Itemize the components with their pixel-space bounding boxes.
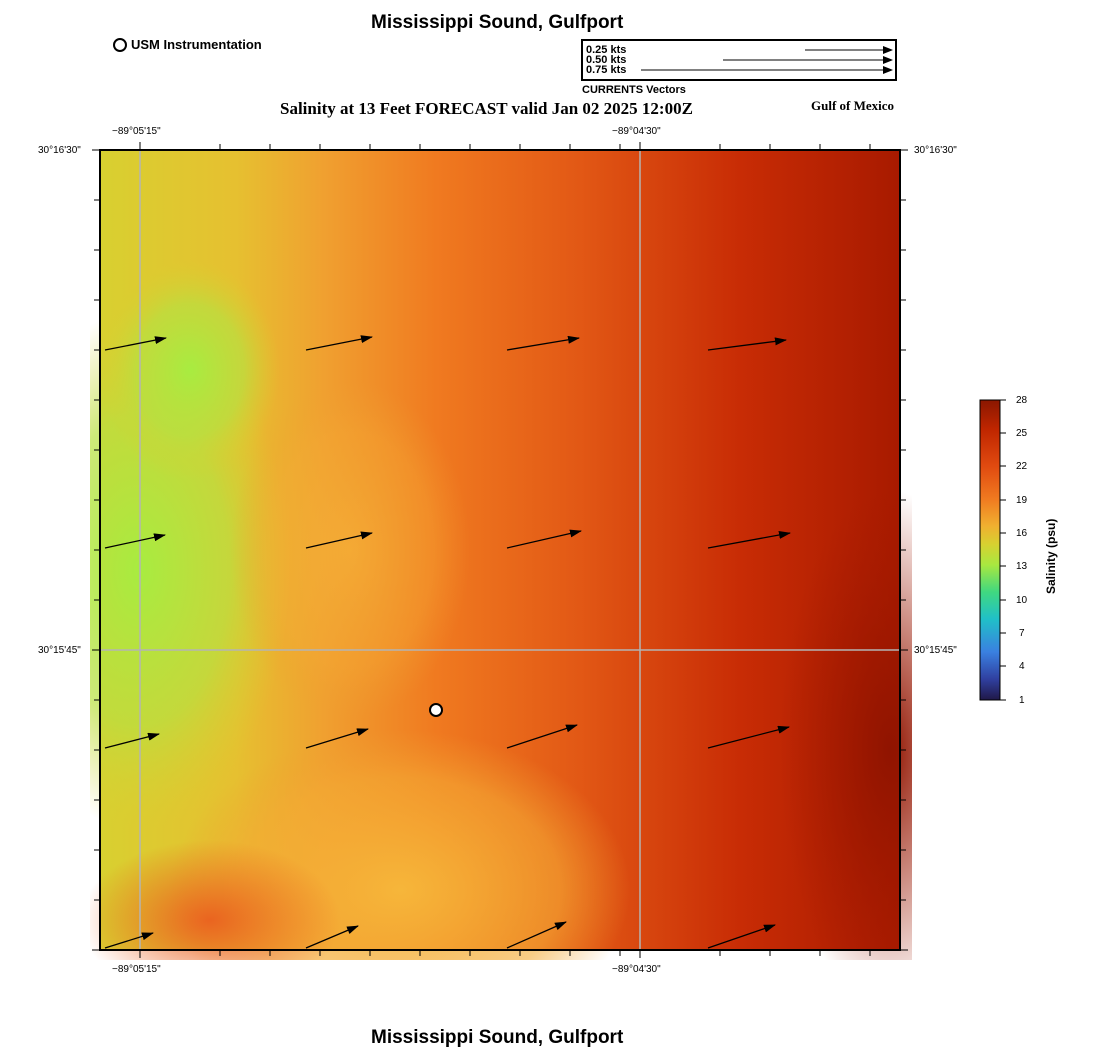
current-vector (305, 531, 373, 549)
lon-label-top-2: −89°04'30" (612, 126, 661, 137)
vector-legend-label-1: 0.25 kts (586, 44, 627, 56)
vector-legend-label-3: 0.75 kts (586, 64, 627, 76)
colorbar-tick-label: 1 (1019, 695, 1025, 706)
current-vector (506, 529, 582, 549)
instrument-legend-label: USM Instrumentation (131, 37, 262, 52)
lon-label-top-1: −89°05'15" (112, 126, 161, 137)
colorbar-tick-label: 22 (1016, 461, 1028, 472)
colorbar-tick-label: 10 (1016, 595, 1028, 606)
lat-label-right-1: 30°16'30" (914, 145, 957, 156)
colorbar-tick-label: 7 (1019, 628, 1025, 639)
lon-label-bottom-1: −89°05'15" (112, 964, 161, 975)
current-vector (305, 925, 359, 949)
current-vector (104, 533, 166, 549)
forecast-title: Salinity at 13 Feet FORECAST valid Jan 0… (280, 99, 693, 118)
instrument-site-marker[interactable] (429, 703, 443, 717)
region-label: Gulf of Mexico (811, 98, 895, 113)
map-title-top: Mississippi Sound, Gulfport (371, 12, 624, 33)
colorbar-tick-label: 28 (1016, 395, 1028, 406)
vector-legend-arrows (641, 46, 893, 74)
lat-label-left-2: 30°15'45" (38, 645, 81, 656)
current-vector (707, 337, 787, 351)
colorbar-tick-label: 25 (1016, 428, 1028, 439)
colorbar-title: Salinity (psu) (1044, 518, 1058, 594)
current-vector (707, 531, 791, 549)
colorbar-tick-label: 19 (1016, 495, 1028, 506)
lat-label-left-1: 30°16'30" (38, 145, 81, 156)
current-vector (707, 924, 776, 949)
colorbar-tick-label: 16 (1016, 528, 1028, 539)
lon-label-bottom-2: −89°04'30" (612, 964, 661, 975)
vector-legend-caption: CURRENTS Vectors (582, 84, 686, 96)
instrument-marker-icon (113, 38, 127, 52)
vector-legend: 0.25 kts 0.50 kts 0.75 kts (581, 39, 897, 81)
current-vector (707, 725, 790, 749)
colorbar-tick-label: 4 (1019, 661, 1025, 672)
lat-label-right-2: 30°15'45" (914, 645, 957, 656)
current-vector (506, 724, 578, 749)
current-vector (104, 732, 160, 749)
salinity-map (90, 142, 912, 960)
current-vector (506, 335, 580, 351)
current-vector (104, 932, 154, 949)
salinity-colorbar (979, 399, 1006, 701)
vector-legend-label-2: 0.50 kts (586, 54, 627, 66)
map-title-bottom: Mississippi Sound, Gulfport (371, 1027, 624, 1048)
current-vector (305, 728, 369, 749)
current-vector (104, 336, 167, 351)
current-vector (506, 921, 567, 949)
current-vector (305, 335, 373, 351)
colorbar-tick-label: 13 (1016, 561, 1028, 572)
